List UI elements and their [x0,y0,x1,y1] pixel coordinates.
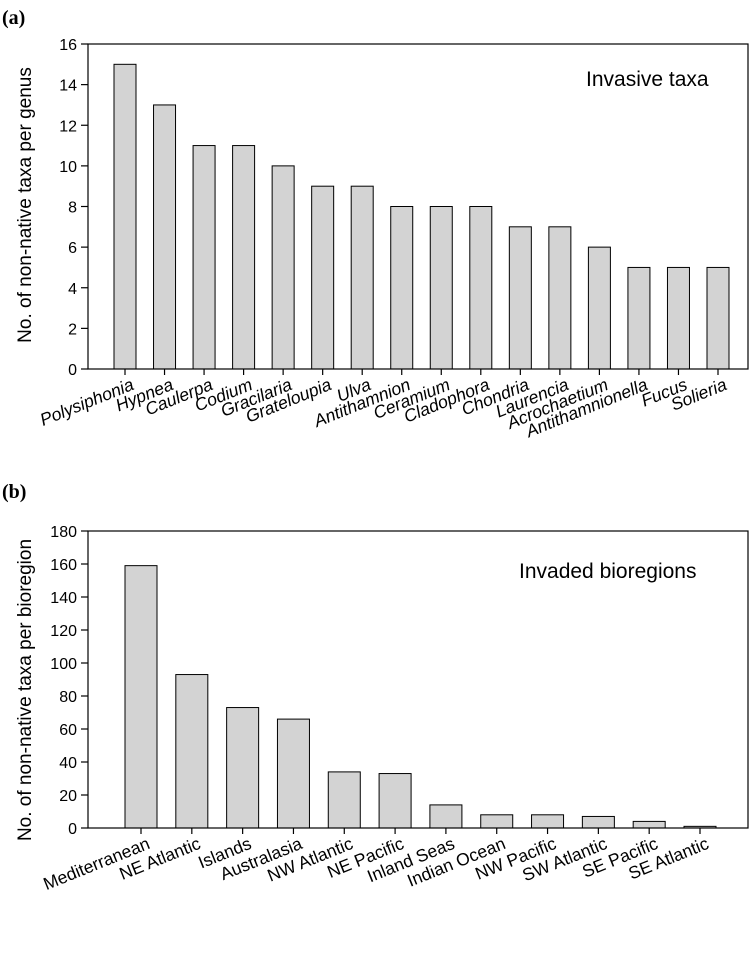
bar [706,266,730,370]
y-tick-label: 2 [68,321,77,338]
bar [508,226,532,370]
bar [429,804,463,829]
y-tick-label: 14 [59,78,77,95]
y-tick-label: 12 [59,118,77,135]
panel-a-y-ticks: 0 2 4 6 8 10 12 14 16 [59,37,88,379]
bar [480,814,514,829]
bar [226,707,260,829]
y-tick-label: 8 [68,200,77,217]
y-tick-label: 0 [68,362,77,379]
y-tick-label: 60 [59,722,77,739]
bar [531,814,565,829]
bar [627,266,651,370]
panel-b-plot-frame [87,530,749,829]
y-tick-label: 180 [50,524,77,541]
panel-a-plot-frame [87,43,749,370]
panel-b-y-ticks: 0 20 40 60 80 100 120 140 160 180 [50,524,88,838]
y-tick-label: 6 [68,240,77,257]
y-tick-label: 100 [50,656,77,673]
y-tick-label: 10 [59,159,77,176]
y-tick-label: 20 [59,788,77,805]
bar [581,815,615,829]
panel-b-y-axis-label: No. of non-native taxa per bioregion [15,539,36,841]
y-tick-label: 160 [50,557,77,574]
y-tick-label: 4 [68,281,77,298]
panel-a-chart: (a) Invasive taxa No. of non-native taxa… [2,7,749,442]
panel-a-label: (a) [2,7,25,29]
panel-a-y-axis-label: No. of non-native taxa per genus [15,67,36,343]
bar [469,206,493,370]
panel-b-bars [124,565,717,834]
bar [124,565,158,829]
panel-a-annotation: Invasive taxa [586,68,709,91]
bar [276,718,310,829]
y-tick-label: 40 [59,755,77,772]
bar [175,674,209,829]
y-tick-label: 120 [50,623,77,640]
bar [429,206,453,370]
bar [587,246,611,370]
bar [390,206,414,370]
panel-a-bars [113,63,730,375]
bar [153,104,177,370]
y-tick-label: 140 [50,590,77,607]
y-tick-label: 0 [68,821,77,838]
bar [666,266,690,370]
y-tick-label: 16 [59,37,77,54]
bar [632,820,666,829]
bar [327,771,361,829]
panel-a-x-tick-labels: PolysiphoniaHypneaCaulerpaCodiumGracilar… [37,374,730,441]
bar [271,165,295,370]
bar [232,145,256,370]
panel-b-annotation: Invaded bioregions [519,560,696,583]
bar [311,185,335,370]
bar [350,185,374,370]
panel-b-label: (b) [2,481,26,503]
panel-b-chart: (b) Invaded bioregions No. of non-native… [2,481,749,894]
bar [378,773,412,829]
bar [113,63,137,370]
bar [192,145,216,370]
bar [548,226,572,370]
y-tick-label: 80 [59,689,77,706]
